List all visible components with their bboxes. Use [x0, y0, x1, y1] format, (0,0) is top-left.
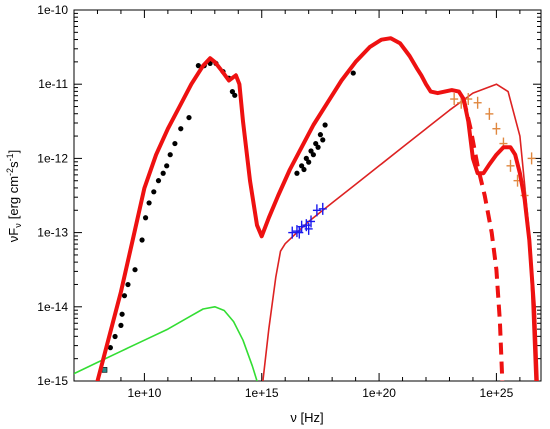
data-point-radio-points [139, 237, 145, 243]
data-point-gamma-points [527, 152, 536, 165]
data-point-uv-points [288, 226, 297, 239]
data-point-radio-points [121, 293, 128, 299]
data-point-gamma-points [485, 107, 494, 120]
data-point-xray-points [294, 170, 300, 176]
data-point-uv-points [304, 222, 313, 235]
series-line-ic-component [262, 83, 536, 381]
data-point-radio-points [132, 267, 138, 273]
data-point-radio-points [229, 89, 236, 95]
data-point-radio-points [118, 322, 124, 328]
x-tick-label: 1e+15 [245, 386, 279, 400]
data-point-radio-points [119, 311, 125, 317]
data-point-gamma-points [473, 96, 482, 109]
data-point-uv-points [312, 204, 321, 217]
data-point-uv-points [295, 226, 304, 239]
x-tick-label: 1e+10 [128, 386, 162, 400]
data-point-radio-points [146, 200, 152, 206]
data-point-xray-points [315, 144, 321, 150]
data-point-radio-points [167, 152, 173, 158]
data-point-xray-points [308, 148, 314, 154]
plot-area-frame [73, 9, 542, 382]
data-point-uv-points [307, 215, 316, 228]
data-point-radio-points [142, 215, 149, 221]
data-point-xray-points [306, 159, 312, 165]
y-tick-label: 1e-12 [37, 151, 68, 165]
y-tick-label: 1e-13 [37, 226, 68, 240]
y-tick-label: 1e-10 [37, 3, 68, 17]
y-tick-label: 1e-11 [38, 77, 68, 91]
data-point-xray-points [299, 163, 305, 169]
data-point-xray-points [322, 122, 328, 128]
y-axis-ticks: 1e-10 1e-11 1e-12 1e-13 1e-14 1e-15 [37, 3, 541, 388]
x-tick-label: 1e+20 [362, 386, 396, 400]
data-point-radio-points [112, 333, 118, 340]
data-point-xray-points [301, 166, 307, 173]
data-point-radio-points [160, 170, 166, 176]
data-point-uv-points [318, 202, 327, 215]
data-point-xray-points [310, 152, 316, 158]
data-point-radio-points [107, 345, 113, 351]
data-point-radio-points [151, 189, 157, 195]
data-point-xray-points [313, 140, 319, 147]
data-point-radio-points [172, 140, 178, 147]
y-axis-label: νFν[erg cm-2s-1] [5, 150, 23, 242]
data-point-gamma-points [492, 122, 501, 135]
data-point-radio-points [178, 126, 184, 132]
series-line-dashed [461, 98, 505, 381]
series-line-synchrotron-component [74, 306, 258, 381]
x-axis-label: ν [Hz] [290, 410, 323, 425]
x-tick-label: 1e+25 [480, 386, 514, 400]
data-point-radio-points [232, 92, 238, 98]
data-point-radio-points [155, 178, 162, 184]
series-line-total-model [95, 36, 539, 381]
data-point-radio-points [195, 63, 201, 69]
data-point-radio-points [125, 281, 131, 288]
series-layer [74, 36, 539, 381]
x-axis-ticks: 1e+10 1e+15 1e+20 1e+25 [73, 10, 521, 400]
data-point-xray-points [320, 137, 326, 143]
data-point-xray-points [350, 70, 356, 76]
data-point-gamma-points [450, 93, 459, 106]
data-point-xray-points [317, 132, 324, 138]
data-point-xray-points [303, 155, 309, 161]
data-point-radio-points [186, 114, 192, 121]
data-point-radio-points [164, 163, 170, 169]
data-point-gamma-points [506, 159, 515, 172]
y-tick-label: 1e-15 [37, 374, 68, 388]
y-tick-label: 1e-14 [37, 300, 68, 314]
